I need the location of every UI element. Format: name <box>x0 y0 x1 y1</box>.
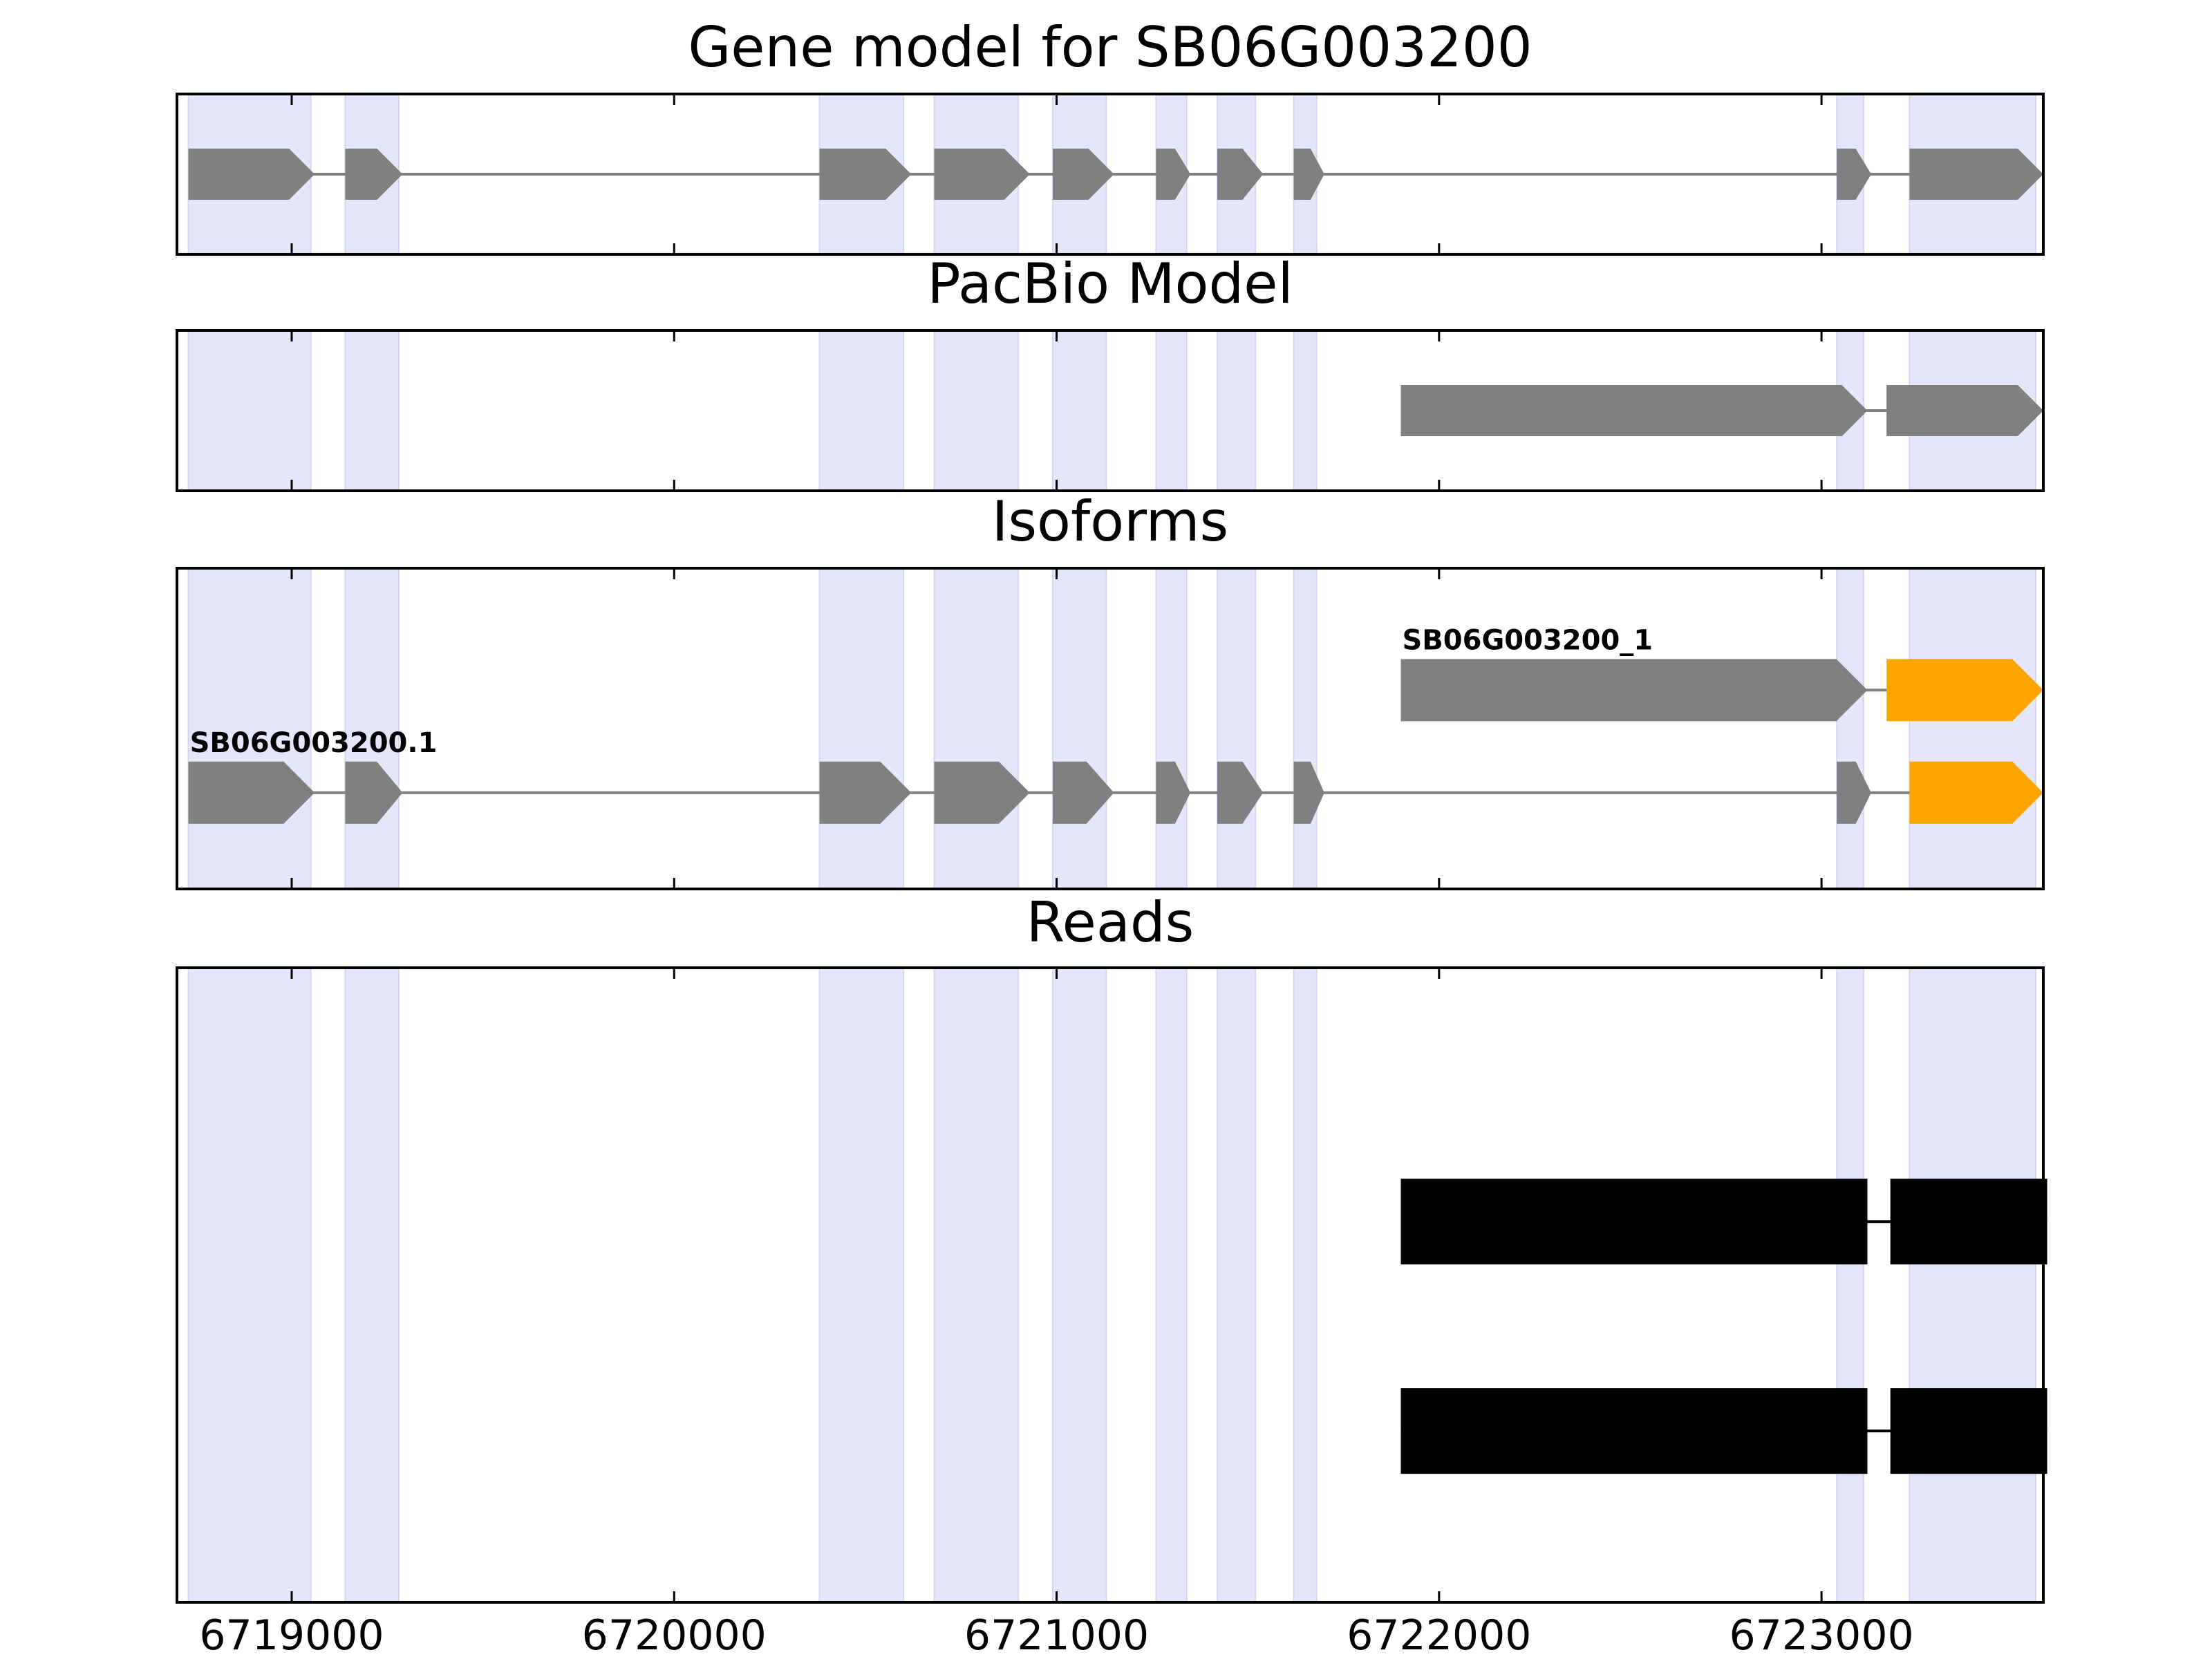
exon-arrow-0-1 <box>1886 659 2043 722</box>
gene-model-tracks <box>188 149 2043 200</box>
reads-frame <box>176 966 2045 1604</box>
highlight-region-4 <box>1052 568 1107 890</box>
highlight-region-4 <box>1052 330 1107 491</box>
highlight-region-4 <box>1052 967 1107 1603</box>
exon-arrow-0-8 <box>1837 149 1872 200</box>
exon-arrow-0-0 <box>188 149 315 200</box>
panel-title-reads: Reads <box>1027 890 1194 955</box>
isoforms-frame <box>176 567 2045 890</box>
exon-arrow-0-2 <box>819 149 912 200</box>
highlight-region-5 <box>1155 967 1188 1603</box>
highlight-region-7 <box>1293 568 1318 890</box>
highlight-region-2 <box>818 330 905 491</box>
exon-arrow-0-4 <box>1053 149 1114 200</box>
highlight-region-9 <box>1909 967 2036 1603</box>
highlight-region-8 <box>1836 967 1864 1603</box>
reads-ticks <box>290 968 1823 1602</box>
exon-arrow-1-0 <box>188 761 315 824</box>
pacbio-model-frame <box>176 329 2045 492</box>
gene-model-frame <box>176 93 2045 256</box>
highlight-region-6 <box>1216 967 1257 1603</box>
reads-highlights <box>187 967 2036 1603</box>
exon-arrow-1-6 <box>1217 761 1264 824</box>
panel-pacbio-model: PacBio Model <box>176 252 2045 492</box>
x-axis-tick-labels: 6719000 6720000 6721000 6722000 6723000 <box>199 1611 1913 1659</box>
read-block-0-0 <box>1400 1179 1868 1265</box>
highlight-region-7 <box>1293 967 1318 1603</box>
highlight-region-7 <box>1293 330 1318 491</box>
highlight-region-0 <box>187 967 312 1603</box>
highlight-region-3 <box>933 330 1020 491</box>
reads-tracks <box>1400 1179 2047 1474</box>
exon-arrow-0-7 <box>1293 149 1324 200</box>
highlight-region-1 <box>344 330 400 491</box>
x-tick-label-4: 6723000 <box>1729 1611 1913 1659</box>
panel-title-gene-model: Gene model for SB06G003200 <box>688 15 1532 79</box>
highlight-region-2 <box>818 568 905 890</box>
exon-arrow-1-4 <box>1053 761 1114 824</box>
exon-arrow-1-5 <box>1156 761 1191 824</box>
highlight-region-1 <box>344 967 400 1603</box>
exon-arrow-0-6 <box>1217 149 1264 200</box>
gene-model-ticks <box>290 94 1823 254</box>
isoform-label-1: SB06G003200.1 <box>190 727 438 759</box>
isoforms-ticks <box>290 568 1823 889</box>
exon-arrow-1-8 <box>1837 761 1872 824</box>
highlight-region-2 <box>818 967 905 1603</box>
highlight-region-6 <box>1216 330 1257 491</box>
isoforms-tracks: SB06G003200_1 SB06G003200.1 <box>188 624 2043 824</box>
panel-isoforms: Isoforms SB06G003200_1 SB06G003200.1 <box>176 489 2045 890</box>
highlight-region-9 <box>1909 568 2036 890</box>
highlight-region-3 <box>933 568 1020 890</box>
pacbio-model-ticks <box>290 330 1823 491</box>
highlight-region-5 <box>1155 330 1188 491</box>
panel-title-isoforms: Isoforms <box>992 489 1228 554</box>
isoform-label-0: SB06G003200_1 <box>1402 624 1653 656</box>
highlight-region-1 <box>344 568 400 890</box>
exon-arrow-0-0 <box>1400 385 1868 436</box>
exon-arrow-0-9 <box>1909 149 2043 200</box>
highlight-region-5 <box>1155 568 1188 890</box>
x-tick-label-1: 6720000 <box>582 1611 767 1659</box>
exon-arrow-1-9 <box>1909 761 2043 824</box>
x-tick-label-0: 6719000 <box>199 1611 384 1659</box>
read-block-0-1 <box>1890 1179 2047 1265</box>
highlight-region-6 <box>1216 568 1257 890</box>
panel-title-pacbio-model: PacBio Model <box>927 252 1293 316</box>
exon-arrow-1-2 <box>819 761 912 824</box>
x-tick-label-2: 6721000 <box>964 1611 1149 1659</box>
x-tick-label-3: 6722000 <box>1347 1611 1531 1659</box>
highlight-region-3 <box>933 967 1020 1603</box>
exon-arrow-0-1 <box>1886 385 2043 436</box>
pacbio-model-tracks <box>1400 385 2043 436</box>
exon-arrow-0-0 <box>1400 659 1868 722</box>
read-block-1-1 <box>1890 1388 2047 1474</box>
exon-arrow-0-5 <box>1156 149 1191 200</box>
panel-reads: Reads <box>176 890 2047 1604</box>
exon-arrow-0-1 <box>345 149 403 200</box>
exon-arrow-1-7 <box>1293 761 1324 824</box>
highlight-region-8 <box>1836 568 1864 890</box>
exon-arrow-1-1 <box>345 761 403 824</box>
highlight-region-0 <box>187 330 312 491</box>
read-block-1-0 <box>1400 1388 1868 1474</box>
panel-gene-model: Gene model for SB06G003200 <box>176 15 2045 256</box>
exon-arrow-1-3 <box>934 761 1030 824</box>
exon-arrow-0-3 <box>934 149 1030 200</box>
